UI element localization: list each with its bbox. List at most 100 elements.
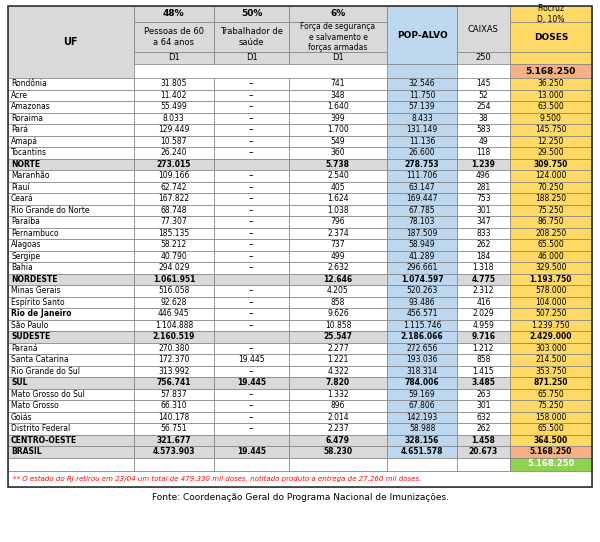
Text: Amazonas: Amazonas: [11, 102, 51, 111]
Text: 405: 405: [331, 183, 345, 192]
Bar: [387, 296, 457, 308]
Bar: [457, 113, 509, 124]
Text: 294.029: 294.029: [158, 263, 190, 272]
Text: Fiocruz
D, 10%: Fiocruz D, 10%: [537, 4, 565, 24]
Text: 57.837: 57.837: [161, 390, 187, 399]
Text: 78.103: 78.103: [409, 217, 436, 226]
Text: D1: D1: [332, 54, 344, 62]
Bar: [387, 331, 457, 343]
Text: 1.193.750: 1.193.750: [530, 275, 572, 284]
Text: 416: 416: [476, 298, 491, 307]
Bar: [134, 124, 214, 136]
Text: 65.500: 65.500: [538, 424, 564, 433]
Text: 2.632: 2.632: [327, 263, 349, 272]
Text: 193.036: 193.036: [406, 355, 438, 364]
Text: 10.587: 10.587: [161, 137, 187, 146]
Text: 5.738: 5.738: [326, 160, 350, 169]
Text: 52: 52: [479, 91, 488, 100]
Text: D1: D1: [245, 54, 257, 62]
Text: --: --: [249, 183, 254, 192]
Bar: [134, 78, 214, 89]
Text: 321.677: 321.677: [157, 436, 191, 445]
Bar: [134, 193, 214, 204]
Bar: [214, 435, 289, 446]
Text: BRASIL: BRASIL: [11, 447, 41, 456]
Bar: [387, 457, 457, 470]
Text: 77.307: 77.307: [160, 217, 187, 226]
Text: 6%: 6%: [331, 10, 346, 18]
Text: 140.178: 140.178: [158, 413, 190, 422]
Text: --: --: [249, 137, 254, 146]
Bar: [8, 285, 134, 296]
Bar: [214, 411, 289, 423]
Text: 301: 301: [476, 401, 491, 410]
Text: 65.500: 65.500: [538, 240, 564, 249]
Bar: [509, 411, 592, 423]
Text: 784.006: 784.006: [405, 378, 439, 387]
Text: --: --: [249, 298, 254, 307]
Bar: [387, 204, 457, 216]
Text: --: --: [249, 344, 254, 353]
Text: 1.640: 1.640: [327, 102, 349, 111]
Text: 496: 496: [476, 171, 491, 180]
Text: 109.166: 109.166: [158, 171, 190, 180]
Bar: [289, 78, 387, 89]
Text: 4.573.903: 4.573.903: [152, 447, 195, 456]
Text: 26.240: 26.240: [161, 149, 187, 157]
Text: POP-ALVO: POP-ALVO: [397, 30, 448, 40]
Bar: [387, 158, 457, 170]
Text: 273.015: 273.015: [157, 160, 191, 169]
Bar: [387, 377, 457, 389]
Bar: [134, 101, 214, 113]
Bar: [457, 331, 509, 343]
Bar: [387, 78, 457, 89]
Bar: [214, 124, 289, 136]
Text: Pará: Pará: [11, 125, 28, 134]
Bar: [134, 113, 214, 124]
Bar: [8, 78, 134, 89]
Bar: [387, 101, 457, 113]
Text: Piauí: Piauí: [11, 183, 29, 192]
Bar: [289, 124, 387, 136]
Bar: [289, 274, 387, 285]
Bar: [289, 89, 387, 101]
Bar: [8, 377, 134, 389]
Text: 1.239.750: 1.239.750: [532, 321, 570, 330]
Bar: [457, 319, 509, 331]
Bar: [214, 52, 289, 64]
Text: 858: 858: [476, 355, 491, 364]
Bar: [509, 78, 592, 89]
Bar: [509, 343, 592, 354]
Text: 58.949: 58.949: [409, 240, 436, 249]
Text: Maranhão: Maranhão: [11, 171, 49, 180]
Text: 1.700: 1.700: [327, 125, 349, 134]
Bar: [289, 377, 387, 389]
Text: Rio de Janeiro: Rio de Janeiro: [11, 309, 71, 318]
Text: 5.168.250: 5.168.250: [527, 460, 575, 468]
Bar: [387, 365, 457, 377]
Text: 4.205: 4.205: [327, 286, 349, 295]
Text: 29.500: 29.500: [538, 149, 564, 157]
Bar: [457, 136, 509, 147]
Bar: [8, 216, 134, 228]
Text: Mato Grosso: Mato Grosso: [11, 401, 59, 410]
Bar: [509, 136, 592, 147]
Bar: [134, 147, 214, 158]
Bar: [387, 89, 457, 101]
Text: 75.250: 75.250: [538, 401, 564, 410]
Bar: [509, 377, 592, 389]
Bar: [8, 423, 134, 435]
Text: 262: 262: [476, 424, 491, 433]
Text: --: --: [249, 321, 254, 330]
Bar: [509, 457, 592, 470]
Bar: [134, 216, 214, 228]
Text: 520.263: 520.263: [406, 286, 438, 295]
Text: 63.500: 63.500: [538, 102, 564, 111]
Text: 48%: 48%: [163, 10, 185, 18]
Text: 31.805: 31.805: [161, 79, 187, 88]
Bar: [387, 435, 457, 446]
Bar: [509, 204, 592, 216]
Text: --: --: [249, 240, 254, 249]
Text: 1.038: 1.038: [327, 206, 349, 215]
Bar: [387, 216, 457, 228]
